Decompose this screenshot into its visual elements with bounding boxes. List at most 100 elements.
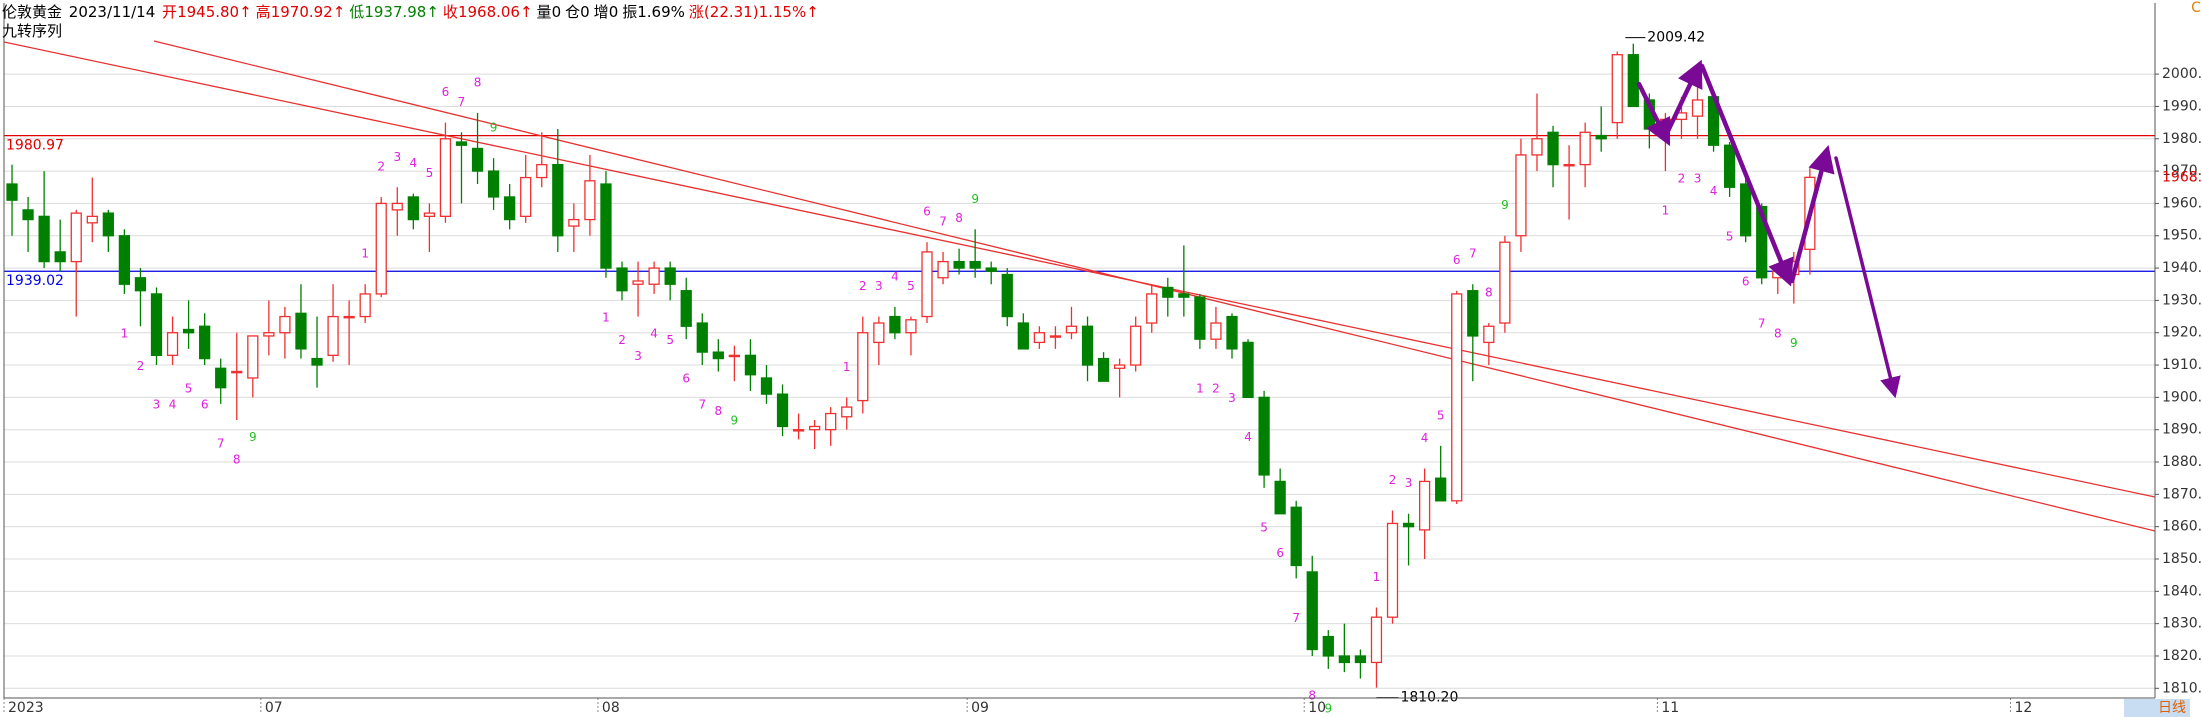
y-tick-label: 1960.0 — [2162, 195, 2202, 211]
candle-body — [1386, 522, 1399, 618]
td-count: 9 — [1501, 198, 1509, 212]
candle-body — [792, 429, 805, 432]
candle-body — [1114, 364, 1126, 369]
candle-body — [471, 147, 484, 172]
td-count: 8 — [1774, 326, 1782, 340]
x-tick-label: 12 — [2015, 700, 2033, 716]
candle-body — [1226, 315, 1238, 350]
candle-body — [696, 322, 708, 353]
item-value: 1945.80↑ — [177, 3, 252, 21]
candle-body — [231, 370, 243, 374]
y-tick-label: 1890.0 — [2162, 422, 2202, 438]
candle-body — [327, 315, 339, 356]
candle-body — [1691, 99, 1704, 117]
candle-body — [1595, 134, 1607, 140]
td-count: 7 — [1469, 247, 1477, 261]
candle-body — [1370, 616, 1383, 664]
candle-body — [600, 183, 612, 269]
y-tick-label: 1970.0 — [2162, 163, 2202, 179]
trendlines — [4, 40, 2155, 532]
header-item: 高1970.92↑ — [256, 3, 348, 21]
candle-body — [1547, 131, 1559, 166]
td-count: 5 — [1726, 229, 1734, 243]
candle-body — [760, 377, 773, 395]
period-tab[interactable] — [2124, 699, 2190, 717]
candle-body — [1242, 341, 1254, 399]
item-label: 低 — [349, 3, 365, 21]
candle-body — [841, 406, 853, 418]
item-value: 0 — [580, 3, 590, 21]
item-label: 增 — [593, 3, 609, 21]
item-value: 0 — [608, 3, 619, 21]
candle-body — [873, 322, 885, 344]
candle-body — [1579, 131, 1591, 166]
candle-body — [1499, 241, 1511, 324]
candle-body — [134, 277, 147, 292]
candle-body — [1049, 335, 1062, 338]
candle-body — [520, 176, 532, 217]
candle-body — [311, 357, 323, 366]
td-count: 9 — [971, 192, 979, 206]
td-count: 1 — [1196, 381, 1204, 395]
y-tick-label: 1850.0 — [2162, 551, 2202, 567]
date: 2023/11/14 — [68, 3, 156, 21]
symbol: 伦敦黄金 — [2, 3, 63, 21]
td-count: 1 — [1662, 204, 1670, 218]
candle-body — [1627, 54, 1639, 108]
item-label: 仓 — [565, 3, 581, 21]
arrow — [1834, 156, 1901, 399]
candle-body — [343, 315, 355, 319]
candle-body — [1756, 206, 1768, 279]
arrow — [1789, 144, 1835, 284]
candle-body — [199, 325, 211, 360]
candle-body — [1435, 477, 1447, 502]
header-item: 涨(22.31)1.15%↑ — [689, 3, 821, 21]
candle-body — [487, 170, 500, 198]
td-count: 9 — [249, 430, 257, 444]
candle-body — [1531, 138, 1543, 156]
y-tick-label: 1900.0 — [2162, 389, 2202, 405]
last-price: 1968.0 — [2162, 169, 2202, 185]
td-count: 8 — [474, 75, 482, 89]
td-count: 7 — [698, 398, 706, 412]
td-count: 2 — [1678, 171, 1686, 185]
candle-body — [1402, 522, 1415, 528]
td-count: 2 — [1212, 381, 1220, 395]
header-item: 增0 — [594, 3, 621, 21]
candle-body — [1146, 293, 1158, 324]
candle-body — [1515, 154, 1527, 237]
candle-body — [1097, 357, 1110, 382]
period-label[interactable]: 日线 — [2158, 700, 2186, 716]
x-tick-label: 11 — [1661, 700, 1679, 716]
candle-body — [279, 315, 291, 334]
td-count: 6 — [1742, 275, 1750, 289]
candle-body — [1130, 325, 1142, 366]
item-label: 开 — [162, 3, 178, 21]
td-count: 3 — [1405, 476, 1413, 490]
header-item: 收1968.06↑ — [443, 3, 535, 21]
td-count: 8 — [715, 404, 723, 418]
corner-mark: C — [2191, 0, 2201, 16]
candle-body — [921, 251, 933, 318]
candle-body — [70, 212, 82, 263]
candle-body — [247, 335, 259, 379]
header-item: 振1.69% — [622, 3, 687, 21]
td-count: 3 — [875, 279, 883, 293]
candle-body — [985, 267, 997, 272]
candle-body — [1001, 273, 1013, 318]
x-tick-label: 09 — [971, 700, 989, 716]
td-count: 7 — [1758, 317, 1766, 331]
candle-body — [1723, 144, 1736, 188]
candle-body — [150, 293, 163, 356]
td-count: 4 — [410, 156, 418, 170]
indicator-name: 九转序列 — [2, 22, 63, 40]
td-count: 3 — [153, 398, 161, 412]
candle-body — [1354, 655, 1367, 664]
item-value: 0 — [551, 3, 562, 21]
header-item: 量0 — [537, 3, 564, 21]
candle-body — [568, 218, 580, 227]
y-tick-label: 1870.0 — [2162, 486, 2202, 502]
x-tick-label: 07 — [265, 700, 283, 716]
candle-body — [1081, 325, 1094, 366]
candle-body — [1210, 322, 1222, 340]
